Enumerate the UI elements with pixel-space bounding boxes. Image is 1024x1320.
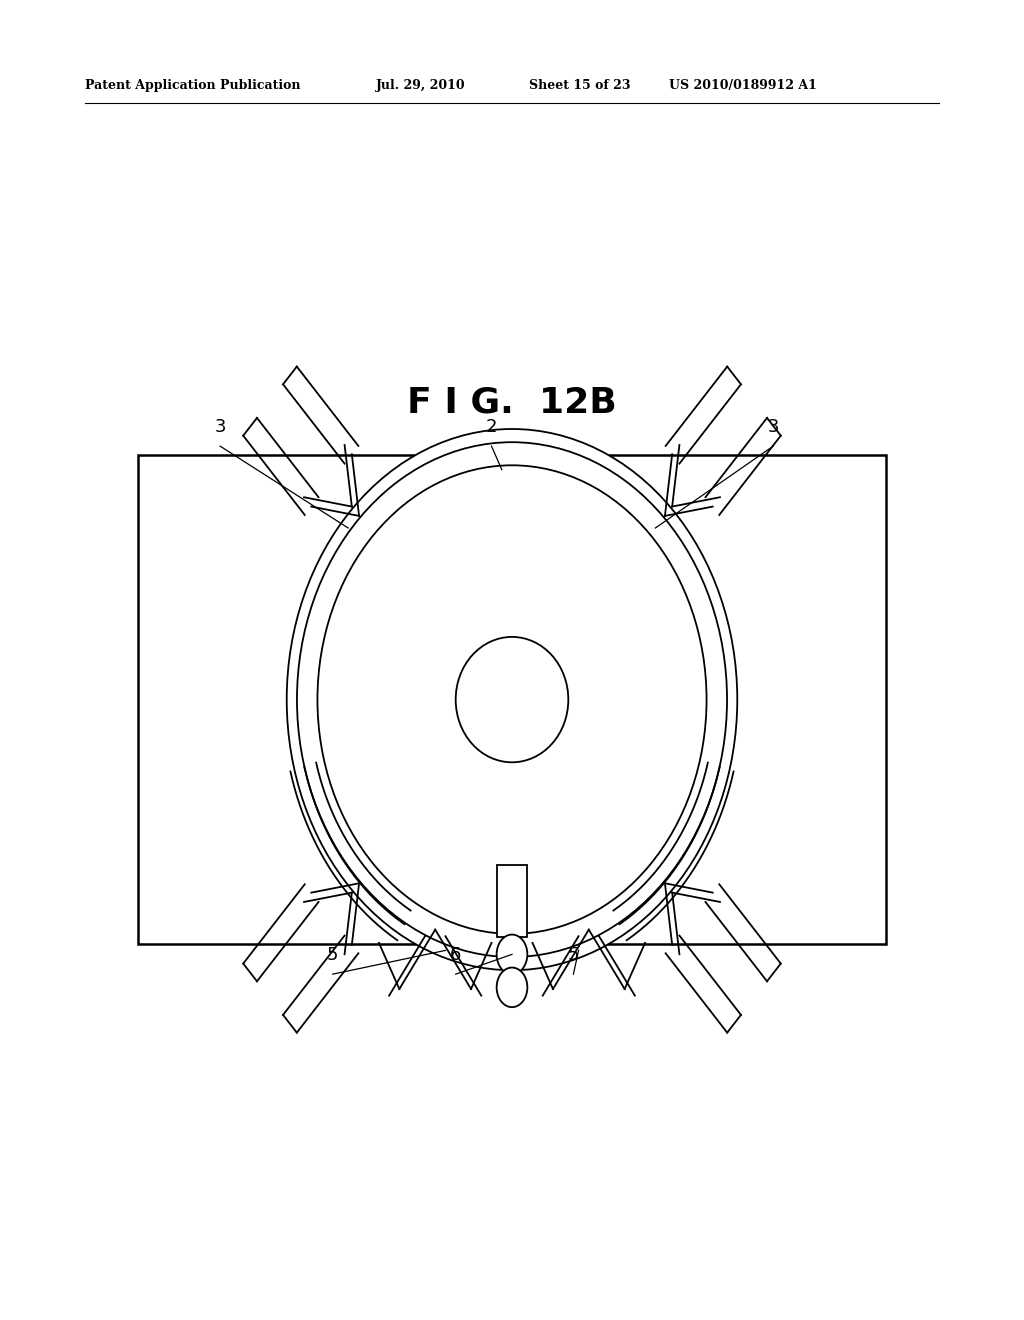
Circle shape [497, 935, 527, 974]
Ellipse shape [297, 442, 727, 957]
Text: 6: 6 [450, 945, 462, 964]
Ellipse shape [456, 636, 568, 763]
Text: 2: 2 [485, 417, 498, 436]
Text: 5: 5 [567, 945, 580, 964]
Ellipse shape [287, 429, 737, 970]
Bar [138, 455, 886, 944]
Text: US 2010/0189912 A1: US 2010/0189912 A1 [669, 79, 816, 92]
Bar [497, 865, 527, 937]
Text: Jul. 29, 2010: Jul. 29, 2010 [376, 79, 466, 92]
Text: Patent Application Publication: Patent Application Publication [85, 79, 300, 92]
Text: Sheet 15 of 23: Sheet 15 of 23 [529, 79, 631, 92]
Text: 3: 3 [767, 417, 779, 436]
Circle shape [497, 968, 527, 1007]
Ellipse shape [317, 466, 707, 935]
Text: F I G.  12B: F I G. 12B [408, 385, 616, 420]
Text: 5: 5 [327, 945, 339, 964]
Text: 3: 3 [214, 417, 226, 436]
